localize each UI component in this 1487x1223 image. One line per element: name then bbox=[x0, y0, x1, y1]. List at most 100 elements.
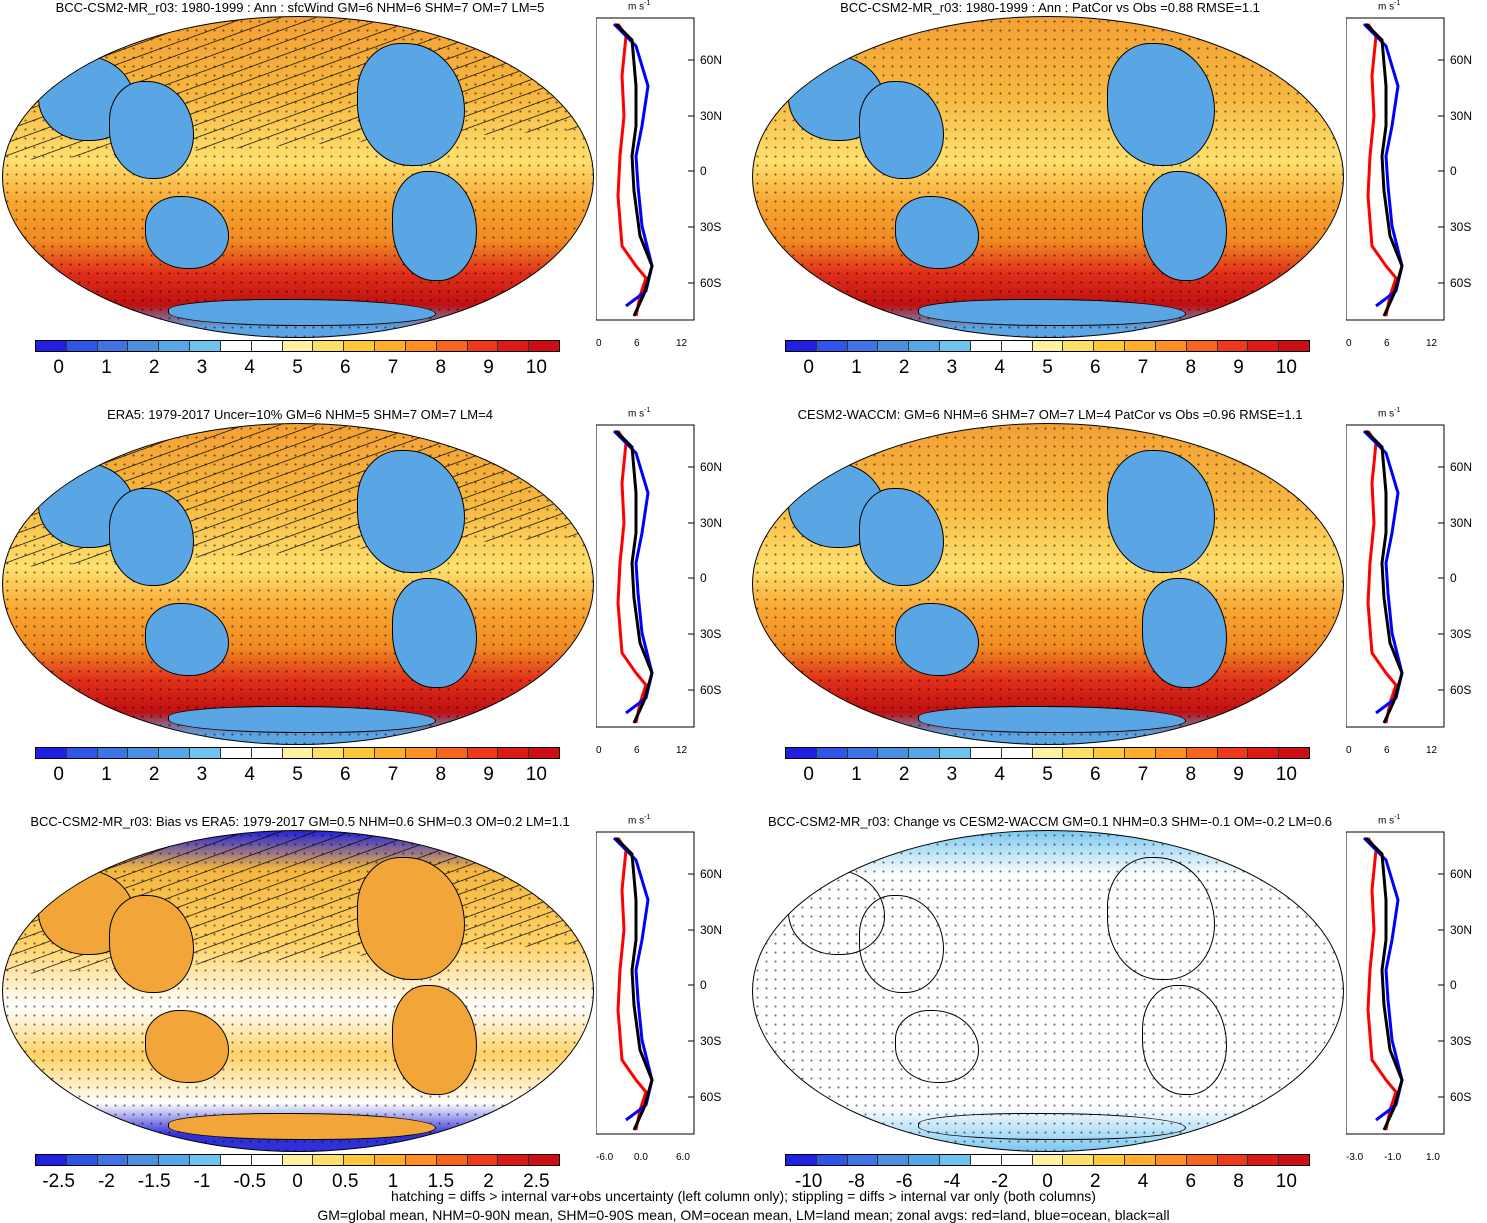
lat-label: 0 bbox=[1450, 978, 1457, 992]
colorbar bbox=[35, 1154, 560, 1166]
units-text: m s bbox=[628, 1, 645, 13]
lat-label: 60N bbox=[700, 460, 722, 474]
zonal-units: m s-1 bbox=[628, 0, 650, 12]
lat-label: 30S bbox=[700, 220, 721, 234]
colorbar-swatch bbox=[467, 1155, 499, 1165]
map-field bbox=[752, 16, 1344, 338]
colorbar-swatch bbox=[878, 341, 910, 351]
colorbar-label: 2 bbox=[898, 764, 910, 785]
colorbar-label: 0 bbox=[292, 1171, 303, 1192]
lat-label: 30N bbox=[1450, 109, 1472, 123]
zonal-frame bbox=[1346, 831, 1445, 1135]
units-text: m s bbox=[1378, 1, 1395, 13]
lat-label: 60N bbox=[1450, 53, 1472, 67]
colorbar-swatch bbox=[159, 748, 191, 758]
colorbar-swatch bbox=[1032, 748, 1064, 758]
lat-label: 60N bbox=[1450, 460, 1472, 474]
colorbar-swatch bbox=[66, 1155, 98, 1165]
colorbar-swatch bbox=[344, 748, 376, 758]
colorbar-label: 0 bbox=[803, 357, 814, 378]
map-field bbox=[752, 423, 1344, 745]
colorbar-label: 8 bbox=[435, 357, 447, 378]
colorbar-label: 0 bbox=[53, 764, 64, 785]
colorbar-label: 9 bbox=[483, 764, 494, 785]
x-tick-label: -3.0 bbox=[1346, 1152, 1364, 1163]
panel-title: BCC-CSM2-MR_r03: Change vs CESM2-WACCM G… bbox=[767, 814, 1333, 829]
colorbar-label: 1 bbox=[101, 764, 112, 785]
colorbar-swatch bbox=[159, 1155, 191, 1165]
lat-label: 30N bbox=[700, 516, 722, 530]
continent-outline bbox=[144, 1010, 230, 1083]
zonal-curve bbox=[1364, 836, 1404, 1131]
continent-outline bbox=[357, 42, 466, 167]
zonal-curve bbox=[614, 429, 654, 724]
colorbar-label: -8 bbox=[847, 1171, 865, 1192]
colorbar-swatch bbox=[436, 748, 468, 758]
colorbar-swatch bbox=[36, 748, 67, 758]
colorbar-swatch bbox=[1032, 1155, 1064, 1165]
colorbar-swatch bbox=[1001, 748, 1033, 758]
zonal-frame bbox=[596, 424, 695, 728]
panel-title: BCC-CSM2-MR_r03: 1980-1999 : Ann : sfcWi… bbox=[55, 0, 545, 15]
colorbar-swatch bbox=[1155, 748, 1187, 758]
lat-label: 0 bbox=[1450, 164, 1457, 178]
colorbar bbox=[35, 747, 560, 759]
colorbar-labels: 0 1 2 3 4 5 6 7 8 9 10 bbox=[785, 764, 1310, 788]
colorbar-label: 1 bbox=[851, 764, 862, 785]
colorbar-swatch bbox=[1125, 1155, 1156, 1165]
colorbar-swatch bbox=[786, 748, 817, 758]
world-map bbox=[2, 16, 594, 338]
lat-label: 60S bbox=[1450, 276, 1471, 290]
colorbar-labels: 0 1 2 3 4 5 6 7 8 9 10 bbox=[785, 357, 1310, 381]
colorbar-swatch bbox=[1248, 1155, 1280, 1165]
colorbar-label: 3 bbox=[196, 764, 208, 785]
colorbar-label: 10 bbox=[1275, 764, 1297, 785]
colorbar-swatch bbox=[847, 341, 879, 351]
units-exponent: -1 bbox=[644, 0, 651, 7]
colorbar-swatch bbox=[970, 341, 1002, 351]
zonal-frame bbox=[1346, 424, 1445, 728]
colorbar-label: 4 bbox=[994, 357, 1006, 378]
colorbar-swatch bbox=[970, 1155, 1002, 1165]
world-map bbox=[2, 423, 594, 745]
colorbar-labels: 0 1 2 3 4 5 6 7 8 9 10 bbox=[35, 357, 560, 381]
colorbar-swatch bbox=[1063, 1155, 1095, 1165]
zonal-curve bbox=[616, 23, 648, 317]
colorbar-swatch bbox=[375, 1155, 406, 1165]
colorbar-swatch bbox=[344, 1155, 376, 1165]
zonal-units: m s-1 bbox=[1378, 407, 1400, 419]
colorbar-label: 2 bbox=[898, 357, 910, 378]
continent-outline bbox=[1142, 577, 1227, 689]
panel-title: ERA5: 1979-2017 Uncer=10% GM=6 NHM=5 SHM… bbox=[107, 407, 493, 422]
colorbar-swatch bbox=[1248, 748, 1280, 758]
footer-line-2: GM=global mean, NHM=0-90N mean, SHM=0-90… bbox=[317, 1207, 1170, 1223]
colorbar-swatch bbox=[878, 1155, 910, 1165]
colorbar bbox=[785, 340, 1310, 352]
colorbar-swatch bbox=[1186, 341, 1218, 351]
colorbar-swatch bbox=[97, 748, 129, 758]
zonal-mean-plot: 60N 30N 0 30S 60S 0 6 12 bbox=[596, 17, 722, 349]
lat-label: 30S bbox=[700, 1034, 721, 1048]
colorbar-swatch bbox=[405, 341, 437, 351]
continent-outline bbox=[1142, 170, 1227, 282]
units-text: m s bbox=[628, 408, 645, 420]
colorbar-swatch bbox=[1248, 341, 1280, 351]
colorbar-swatch bbox=[1125, 341, 1156, 351]
colorbar-swatch bbox=[878, 748, 910, 758]
continent-outline bbox=[392, 984, 477, 1096]
units-exponent: -1 bbox=[1394, 0, 1401, 7]
colorbar-swatch bbox=[1094, 748, 1126, 758]
x-tick-label: 12 bbox=[676, 338, 688, 349]
units-exponent: -1 bbox=[644, 814, 651, 821]
colorbar-label: 8 bbox=[1185, 764, 1197, 785]
units-exponent: -1 bbox=[1394, 407, 1401, 414]
colorbar-swatch bbox=[1217, 341, 1249, 351]
lat-label: 60S bbox=[700, 1090, 721, 1104]
colorbar-swatch bbox=[529, 748, 560, 758]
panel-1: BCC-CSM2-MR_r03: 1980-1999 : Ann : sfcWi… bbox=[0, 0, 740, 405]
colorbar-label: 4 bbox=[994, 764, 1006, 785]
colorbar-label: 1 bbox=[851, 357, 862, 378]
colorbar-label: -10 bbox=[794, 1171, 823, 1192]
lat-label: 30S bbox=[700, 627, 721, 641]
lat-label: 60S bbox=[700, 276, 721, 290]
